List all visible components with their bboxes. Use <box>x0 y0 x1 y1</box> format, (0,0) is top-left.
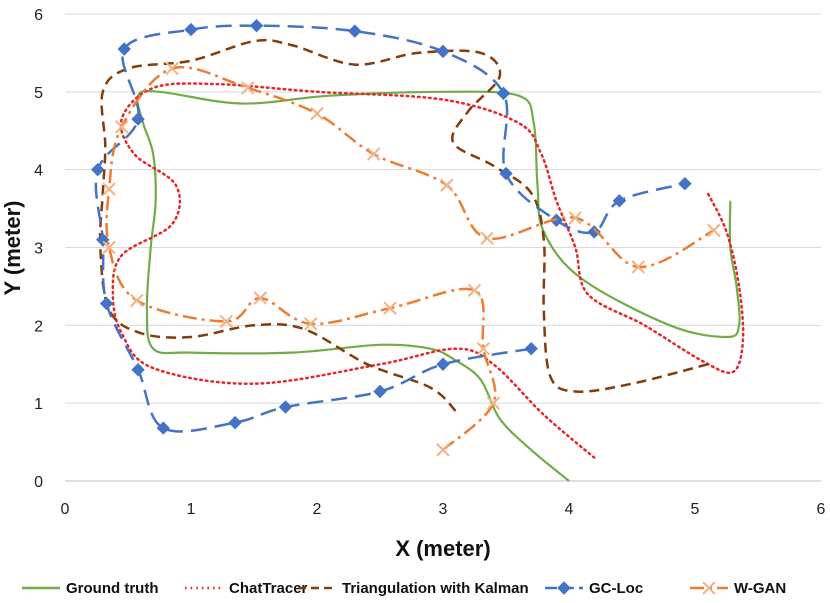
series-line <box>94 24 686 433</box>
data-point <box>440 178 454 192</box>
series-chattracer <box>111 82 745 459</box>
data-point <box>165 61 179 76</box>
y-tick-label: 1 <box>34 396 43 413</box>
series-line <box>105 66 715 451</box>
data-point <box>96 233 110 247</box>
data-point <box>348 24 362 38</box>
data-point <box>99 296 114 311</box>
series-line <box>136 89 741 482</box>
data-point <box>524 341 538 356</box>
data-point <box>612 194 627 208</box>
legend-marker <box>702 581 716 595</box>
data-point <box>631 260 646 274</box>
data-point <box>467 283 482 298</box>
data-point <box>496 86 511 101</box>
x-tick-label: 2 <box>313 501 322 518</box>
legend-label: GC-Loc <box>589 580 643 597</box>
series-ground-truth <box>136 89 741 482</box>
y-tick-label: 6 <box>34 7 43 24</box>
y-tick-label: 3 <box>34 241 43 258</box>
x-tick-label: 0 <box>61 501 70 518</box>
data-point <box>102 240 116 255</box>
data-point <box>240 81 255 95</box>
data-point <box>310 106 324 121</box>
plot-area <box>91 18 745 482</box>
x-tick-label: 6 <box>817 501 826 518</box>
data-point <box>436 44 450 59</box>
y-tick-label: 0 <box>34 474 43 491</box>
x-tick-label: 4 <box>565 501 574 518</box>
data-point <box>184 22 198 37</box>
data-point <box>707 223 721 238</box>
legend-label: Ground truth <box>66 580 158 597</box>
legend-item: GC-Loc <box>545 580 643 597</box>
y-axis-title: Y (meter) <box>0 201 25 296</box>
x-tick-label: 1 <box>187 501 196 518</box>
data-point <box>130 293 144 308</box>
series-line <box>111 82 745 459</box>
data-point <box>102 182 116 196</box>
data-point <box>486 396 501 410</box>
legend-label: Triangulation with Kalman <box>342 580 529 597</box>
data-point <box>383 301 397 315</box>
legend-item: Ground truth <box>22 580 158 597</box>
data-point <box>131 112 145 126</box>
data-point <box>366 147 381 161</box>
data-point <box>131 362 145 377</box>
data-point <box>373 384 387 399</box>
data-point <box>480 231 494 245</box>
data-point <box>253 291 268 305</box>
data-point <box>587 225 601 239</box>
data-point <box>678 176 692 191</box>
data-point <box>91 162 105 177</box>
y-tick-label: 5 <box>34 85 43 102</box>
x-tick-label: 5 <box>691 501 700 518</box>
data-point <box>436 443 450 457</box>
y-tick-label: 2 <box>34 318 43 335</box>
tick-labels: 0 1 2 3 4 5 6 0 1 2 3 4 5 6 <box>34 7 825 518</box>
x-axis-title: X (meter) <box>395 536 490 561</box>
y-tick-label: 4 <box>34 163 43 180</box>
data-point <box>156 421 170 435</box>
series-gc-loc <box>91 18 692 435</box>
data-point <box>568 211 583 225</box>
data-point <box>278 400 293 414</box>
data-point <box>249 18 264 33</box>
data-point <box>117 42 131 56</box>
series-w-gan <box>102 61 721 457</box>
data-point <box>228 415 242 430</box>
legend-marker <box>557 581 571 595</box>
data-point <box>114 120 129 134</box>
series-triangulation-with-kalman <box>98 38 708 412</box>
legend-item: W-GAN <box>690 580 786 597</box>
data-point <box>436 357 450 371</box>
legend-item: ChatTracer <box>185 580 308 597</box>
legend: Ground truth ChatTracer Triangulation with… <box>22 580 786 597</box>
legend-item: Triangulation with Kalman <box>298 580 529 597</box>
data-point <box>303 317 318 331</box>
data-point <box>219 314 233 329</box>
x-tick-label: 3 <box>439 501 448 518</box>
data-point <box>476 341 491 356</box>
data-point <box>499 166 513 181</box>
series-line <box>98 38 708 412</box>
legend-label: ChatTracer <box>229 580 308 597</box>
legend-label: W-GAN <box>734 580 786 597</box>
